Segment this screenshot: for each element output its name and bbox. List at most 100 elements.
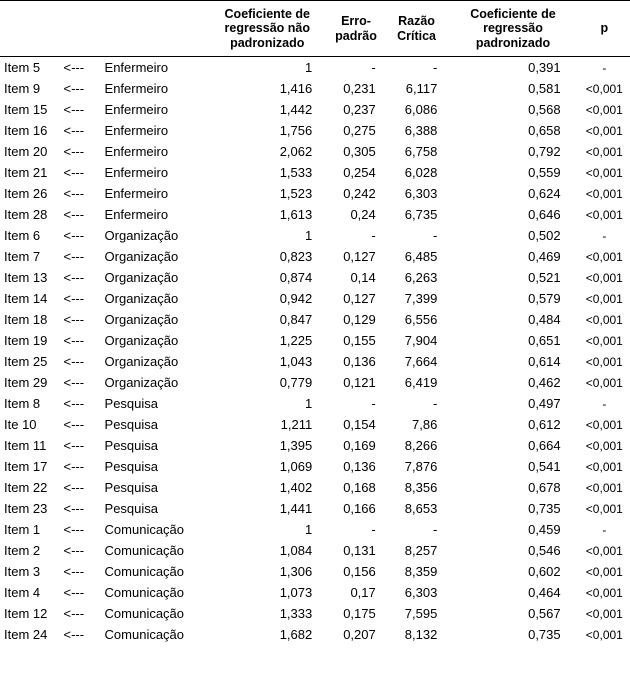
table-body: Item 5<---Enfermeiro1--0,391-Item 9<---E… xyxy=(0,57,630,646)
arrow-icon: <--- xyxy=(60,582,101,603)
cell-coef-std: 0,735 xyxy=(447,498,578,519)
cell-std-err: 0,121 xyxy=(326,372,386,393)
cell-factor: Organização xyxy=(101,351,209,372)
cell-std-err: 0,24 xyxy=(326,204,386,225)
cell-p: <0,001 xyxy=(579,624,630,645)
cell-item: Item 12 xyxy=(0,603,60,624)
table-row: Item 17<---Pesquisa1,0690,1367,8760,541<… xyxy=(0,456,630,477)
cell-factor: Comunicação xyxy=(101,540,209,561)
cell-item: Item 22 xyxy=(0,477,60,498)
cell-p: <0,001 xyxy=(579,414,630,435)
arrow-icon: <--- xyxy=(60,372,101,393)
cell-std-err: 0,155 xyxy=(326,330,386,351)
cell-std-err: - xyxy=(326,225,386,246)
cell-item: Item 13 xyxy=(0,267,60,288)
cell-item: Item 5 xyxy=(0,57,60,79)
cell-p: <0,001 xyxy=(579,99,630,120)
header-blank-1 xyxy=(0,1,60,57)
table-row: Item 28<---Enfermeiro1,6130,246,7350,646… xyxy=(0,204,630,225)
cell-crit: - xyxy=(386,225,448,246)
cell-p: <0,001 xyxy=(579,561,630,582)
arrow-icon: <--- xyxy=(60,624,101,645)
cell-factor: Comunicação xyxy=(101,561,209,582)
cell-std-err: - xyxy=(326,519,386,540)
cell-coef-unstd: 1,211 xyxy=(208,414,326,435)
cell-crit: 8,359 xyxy=(386,561,448,582)
cell-crit: 6,758 xyxy=(386,141,448,162)
table-row: Ite 10<---Pesquisa1,2110,1547,860,612<0,… xyxy=(0,414,630,435)
cell-factor: Pesquisa xyxy=(101,435,209,456)
arrow-icon: <--- xyxy=(60,204,101,225)
cell-coef-std: 0,567 xyxy=(447,603,578,624)
arrow-icon: <--- xyxy=(60,99,101,120)
cell-p: <0,001 xyxy=(579,267,630,288)
cell-crit: 6,388 xyxy=(386,120,448,141)
cell-p: <0,001 xyxy=(579,246,630,267)
cell-factor: Organização xyxy=(101,225,209,246)
table-row: Item 18<---Organização0,8470,1296,5560,4… xyxy=(0,309,630,330)
cell-factor: Organização xyxy=(101,267,209,288)
cell-coef-unstd: 1,533 xyxy=(208,162,326,183)
cell-factor: Enfermeiro xyxy=(101,204,209,225)
cell-p: <0,001 xyxy=(579,162,630,183)
cell-coef-unstd: 2,062 xyxy=(208,141,326,162)
cell-p: <0,001 xyxy=(579,288,630,309)
cell-std-err: 0,275 xyxy=(326,120,386,141)
cell-coef-std: 0,484 xyxy=(447,309,578,330)
cell-p: <0,001 xyxy=(579,309,630,330)
cell-std-err: 0,136 xyxy=(326,456,386,477)
cell-item: Item 4 xyxy=(0,582,60,603)
cell-std-err: 0,154 xyxy=(326,414,386,435)
table-row: Item 20<---Enfermeiro2,0620,3056,7580,79… xyxy=(0,141,630,162)
cell-p: - xyxy=(579,519,630,540)
table-row: Item 15<---Enfermeiro1,4420,2376,0860,56… xyxy=(0,99,630,120)
cell-coef-unstd: 1 xyxy=(208,225,326,246)
cell-factor: Comunicação xyxy=(101,519,209,540)
arrow-icon: <--- xyxy=(60,477,101,498)
arrow-icon: <--- xyxy=(60,519,101,540)
cell-coef-std: 0,459 xyxy=(447,519,578,540)
cell-item: Item 1 xyxy=(0,519,60,540)
cell-coef-std: 0,624 xyxy=(447,183,578,204)
arrow-icon: <--- xyxy=(60,393,101,414)
cell-crit: 6,117 xyxy=(386,78,448,99)
cell-item: Item 8 xyxy=(0,393,60,414)
cell-p: <0,001 xyxy=(579,351,630,372)
cell-p: <0,001 xyxy=(579,498,630,519)
arrow-icon: <--- xyxy=(60,561,101,582)
cell-coef-std: 0,559 xyxy=(447,162,578,183)
cell-coef-std: 0,497 xyxy=(447,393,578,414)
cell-crit: 7,876 xyxy=(386,456,448,477)
arrow-icon: <--- xyxy=(60,78,101,99)
cell-crit: 6,303 xyxy=(386,582,448,603)
cell-factor: Organização xyxy=(101,372,209,393)
cell-std-err: 0,129 xyxy=(326,309,386,330)
table-row: Item 11<---Pesquisa1,3950,1698,2660,664<… xyxy=(0,435,630,456)
cell-item: Item 16 xyxy=(0,120,60,141)
cell-factor: Enfermeiro xyxy=(101,78,209,99)
arrow-icon: <--- xyxy=(60,309,101,330)
cell-std-err: 0,231 xyxy=(326,78,386,99)
table-row: Item 23<---Pesquisa1,4410,1668,6530,735<… xyxy=(0,498,630,519)
arrow-icon: <--- xyxy=(60,456,101,477)
cell-coef-std: 0,581 xyxy=(447,78,578,99)
cell-factor: Organização xyxy=(101,330,209,351)
cell-coef-unstd: 1,613 xyxy=(208,204,326,225)
cell-std-err: 0,17 xyxy=(326,582,386,603)
table-row: Item 12<---Comunicação1,3330,1757,5950,5… xyxy=(0,603,630,624)
cell-std-err: 0,305 xyxy=(326,141,386,162)
cell-crit: 8,356 xyxy=(386,477,448,498)
table-row: Item 26<---Enfermeiro1,5230,2426,3030,62… xyxy=(0,183,630,204)
arrow-icon: <--- xyxy=(60,141,101,162)
cell-coef-unstd: 1,306 xyxy=(208,561,326,582)
cell-std-err: 0,127 xyxy=(326,288,386,309)
cell-p: <0,001 xyxy=(579,120,630,141)
cell-coef-unstd: 1,043 xyxy=(208,351,326,372)
arrow-icon: <--- xyxy=(60,603,101,624)
cell-coef-unstd: 1,442 xyxy=(208,99,326,120)
cell-crit: 7,904 xyxy=(386,330,448,351)
cell-coef-unstd: 1,069 xyxy=(208,456,326,477)
cell-coef-std: 0,658 xyxy=(447,120,578,141)
cell-coef-unstd: 0,942 xyxy=(208,288,326,309)
table-row: Item 22<---Pesquisa1,4020,1688,3560,678<… xyxy=(0,477,630,498)
